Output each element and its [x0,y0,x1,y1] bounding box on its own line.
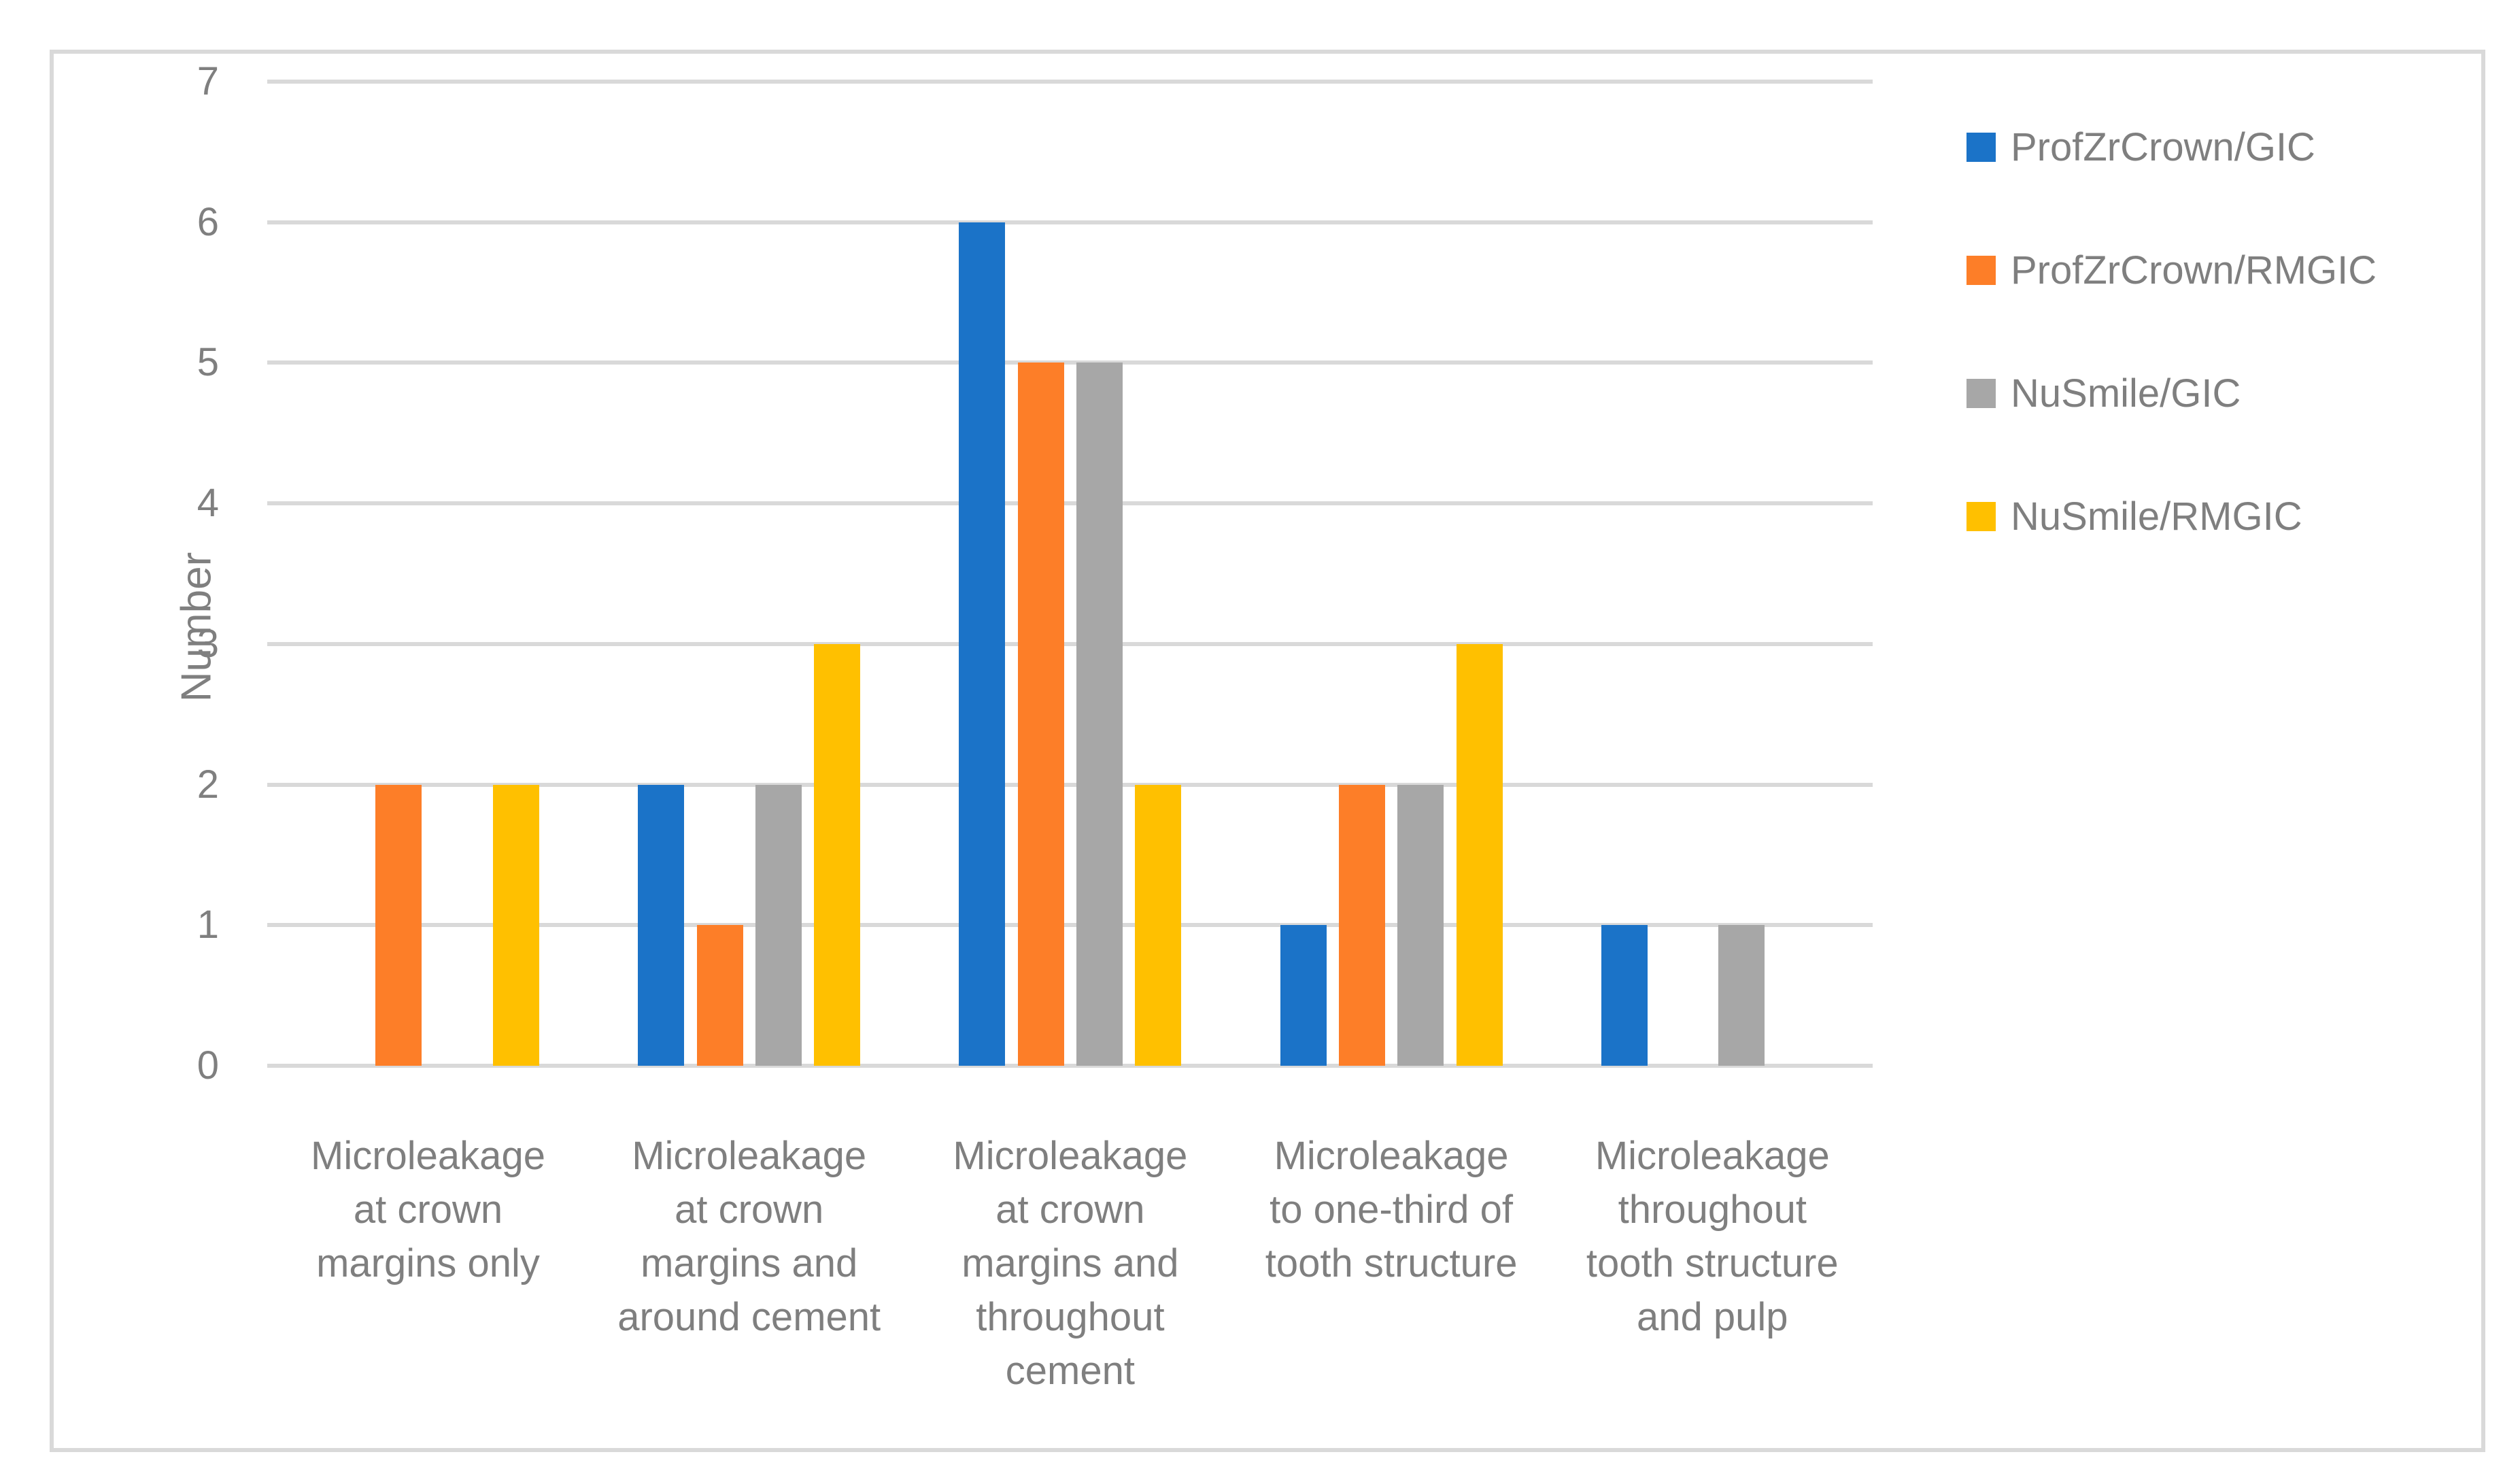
legend-item-profzrcrown-gic: ProfZrCrown/GIC [1966,120,2315,173]
bar-nusmile-gic-cat2 [755,784,802,1066]
bar-profzrcrown-gic-cat2 [638,784,684,1066]
x-category-label-3: Microleakage at crown margins and throug… [953,1134,1188,1393]
bar-profzrcrown-gic-cat5 [1601,925,1648,1066]
x-category-label-5: Microleakage throughout tooth structure … [1586,1134,1839,1339]
gridline-y-5 [267,360,1873,365]
y-tick-label-7: 7 [197,59,219,104]
gridline-y-0 [267,1064,1873,1068]
legend-label: ProfZrCrown/RMGIC [2011,248,2377,292]
y-tick-label-0: 0 [197,1043,219,1088]
y-tick-label-6: 6 [197,199,219,244]
bar-nusmile-rmgic-cat3 [1135,784,1181,1066]
bar-profzrcrown-rmgic-cat2 [697,925,743,1066]
legend-swatch-icon [1966,132,1996,162]
legend-item-profzrcrown-rmgic: ProfZrCrown/RMGIC [1966,243,2377,297]
y-tick-label-5: 5 [197,340,219,385]
x-category-label-1: Microleakage at crown margins only [311,1134,545,1285]
y-tick-label-4: 4 [197,481,219,526]
legend-label: ProfZrCrown/GIC [2011,124,2315,169]
x-category-label-4: Microleakage to one-third of tooth struc… [1265,1134,1518,1285]
bar-nusmile-gic-cat3 [1076,363,1123,1066]
gridline-y-1 [267,923,1873,928]
bar-nusmile-rmgic-cat2 [814,643,860,1066]
legend-swatch-icon [1966,378,1996,408]
bar-nusmile-rmgic-cat1 [493,784,539,1066]
gridline-y-4 [267,501,1873,506]
gridline-y-2 [267,782,1873,787]
bar-profzrcrown-rmgic-cat4 [1339,784,1385,1066]
bar-profzrcrown-gic-cat3 [959,222,1005,1066]
legend-swatch-icon [1966,255,1996,285]
bar-profzrcrown-rmgic-cat3 [1018,363,1064,1066]
gridline-y-7 [267,80,1873,84]
bar-profzrcrown-rmgic-cat1 [375,784,422,1066]
y-tick-label-2: 2 [197,762,219,807]
gridline-y-3 [267,641,1873,646]
legend-item-nusmile-gic: NuSmile/GIC [1966,367,2241,420]
legend-label: NuSmile/GIC [2011,371,2241,416]
legend-label: NuSmile/RMGIC [2011,494,2302,539]
y-tick-label-1: 1 [197,903,219,947]
legend-swatch-icon [1966,501,1996,531]
bar-profzrcrown-gic-cat4 [1280,925,1327,1066]
gridline-y-6 [267,220,1873,224]
legend-item-nusmile-rmgic: NuSmile/RMGIC [1966,490,2302,543]
y-tick-label-3: 3 [197,621,219,666]
bar-nusmile-gic-cat4 [1397,784,1444,1066]
bar-nusmile-gic-cat5 [1718,925,1765,1066]
chart-frame-border: Number [50,50,2485,1452]
x-category-label-2: Microleakage at crown margins and around… [617,1134,881,1339]
bar-nusmile-rmgic-cat4 [1457,643,1503,1066]
